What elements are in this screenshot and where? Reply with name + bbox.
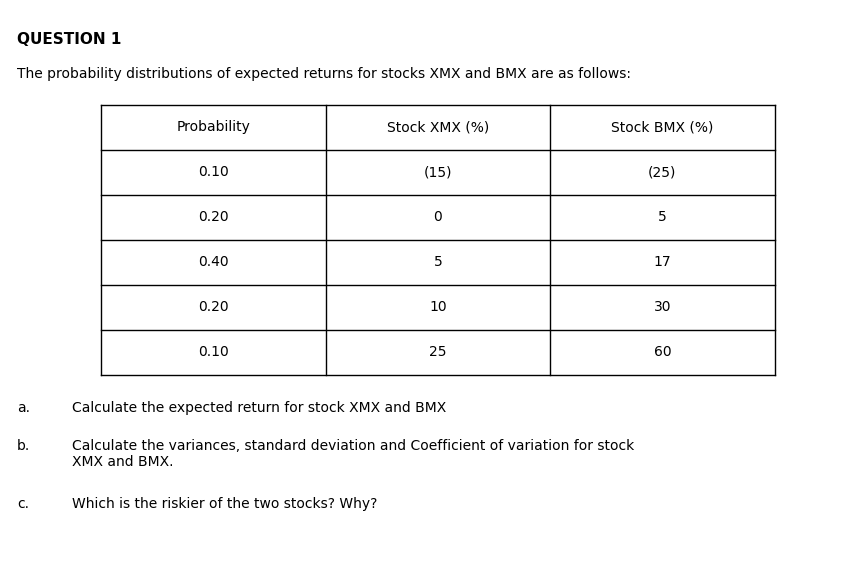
Text: Stock BMX (%): Stock BMX (%): [611, 120, 713, 134]
Text: 5: 5: [658, 210, 667, 224]
Text: 0.40: 0.40: [198, 255, 229, 269]
Text: 30: 30: [653, 300, 671, 314]
Text: The probability distributions of expected returns for stocks XMX and BMX are as : The probability distributions of expecte…: [17, 67, 631, 81]
Text: Stock XMX (%): Stock XMX (%): [386, 120, 489, 134]
Text: 0.20: 0.20: [198, 300, 229, 314]
Text: QUESTION 1: QUESTION 1: [17, 32, 121, 47]
Text: 10: 10: [429, 300, 446, 314]
Text: 25: 25: [429, 345, 446, 359]
Text: Calculate the expected return for stock XMX and BMX: Calculate the expected return for stock …: [72, 401, 445, 415]
Text: (25): (25): [648, 165, 677, 179]
Text: 60: 60: [653, 345, 671, 359]
Text: 0.10: 0.10: [198, 345, 229, 359]
Text: Which is the riskier of the two stocks? Why?: Which is the riskier of the two stocks? …: [72, 497, 377, 511]
Text: b.: b.: [17, 439, 30, 453]
Text: 5: 5: [434, 255, 442, 269]
Text: (15): (15): [424, 165, 452, 179]
Text: 0: 0: [434, 210, 442, 224]
Text: 17: 17: [653, 255, 671, 269]
Text: Calculate the variances, standard deviation and Coefficient of variation for sto: Calculate the variances, standard deviat…: [72, 439, 634, 469]
Text: c.: c.: [17, 497, 29, 511]
Text: Probability: Probability: [176, 120, 250, 134]
Text: 0.10: 0.10: [198, 165, 229, 179]
Text: 0.20: 0.20: [198, 210, 229, 224]
Text: a.: a.: [17, 401, 29, 415]
